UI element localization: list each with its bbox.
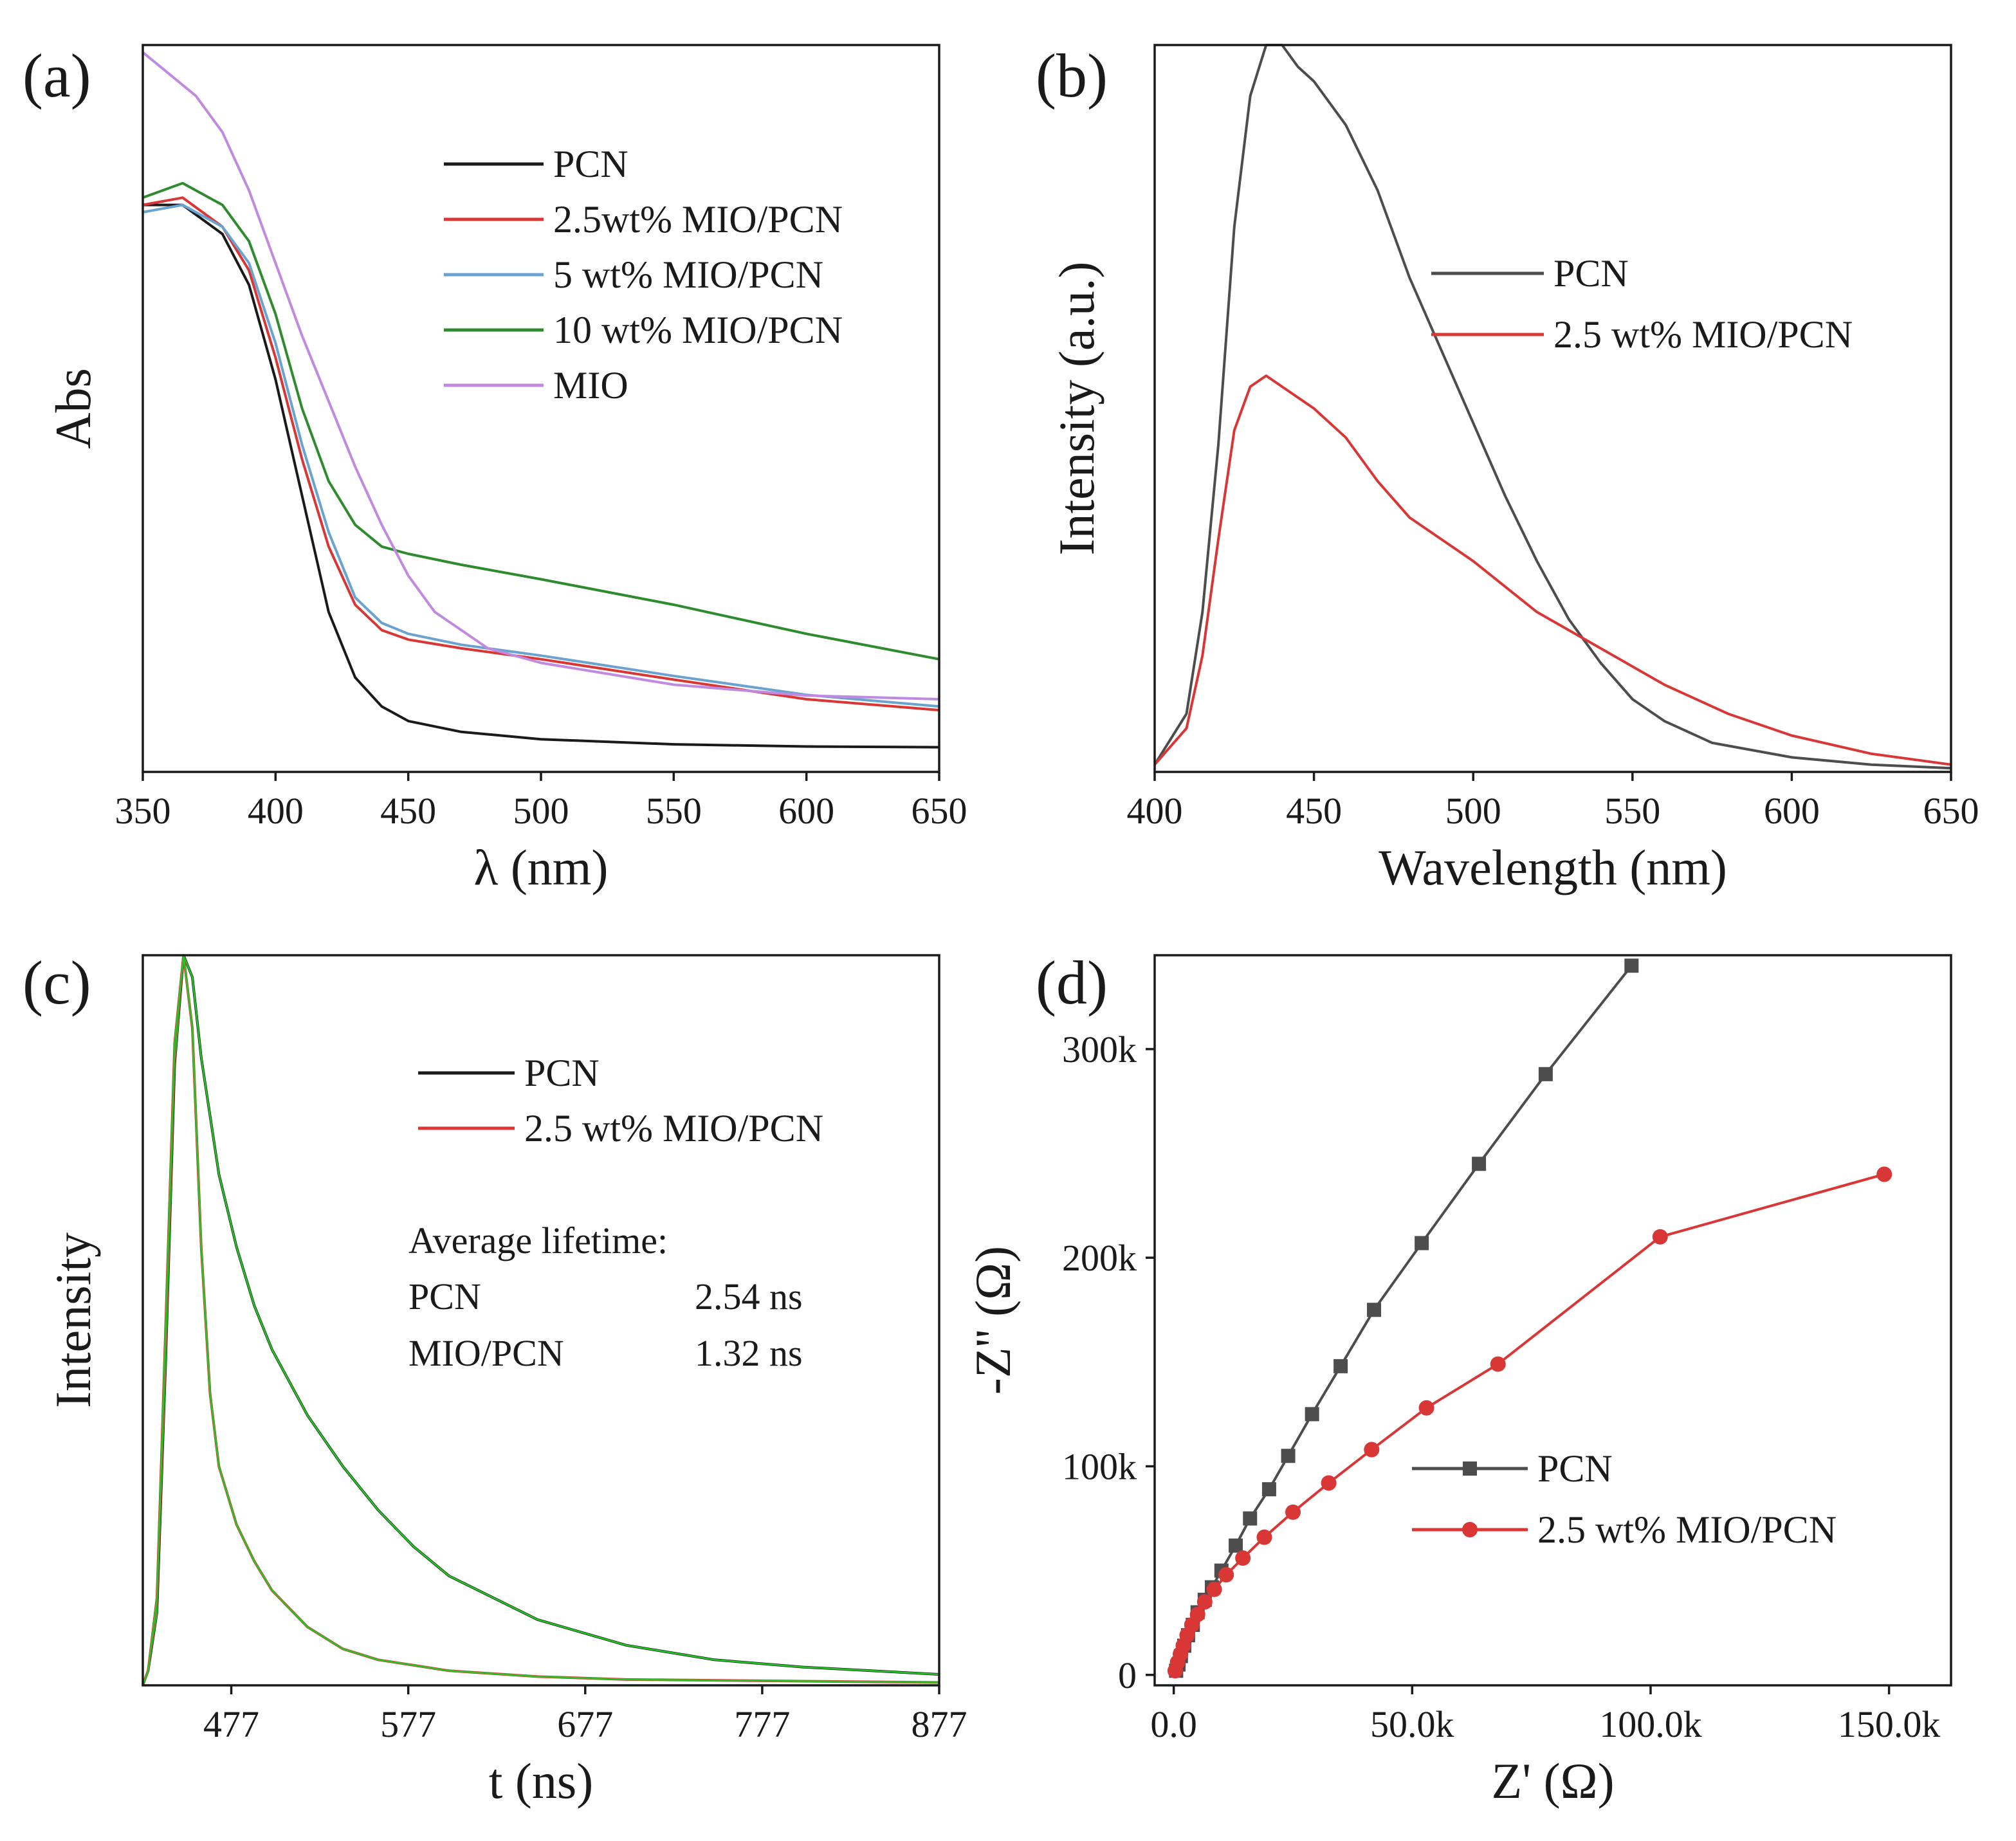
legend-label-3: 5 wt% MIO/PCN <box>553 253 823 296</box>
series-line-1 <box>1153 44 1952 770</box>
data-point-square <box>1229 1538 1243 1553</box>
legend-label-5: MIO <box>553 364 628 407</box>
legend-marker-square <box>1463 1461 1477 1476</box>
series-line-1 <box>143 203 940 749</box>
data-point-circle <box>1652 1229 1668 1245</box>
panel-label: (c) <box>23 948 91 1017</box>
x-tick-label: 550 <box>646 790 702 832</box>
y-axis-title: Intensity (a.u.) <box>1049 261 1104 555</box>
x-tick-label: 350 <box>115 790 171 832</box>
legend-label-2: 2.5 wt% MIO/PCN <box>1553 313 1853 356</box>
y-axis-title: Abs <box>45 368 101 449</box>
panel-label: (b) <box>1036 41 1108 110</box>
series-line-4 <box>142 181 940 661</box>
x-tick-label: 150.0k <box>1838 1703 1941 1745</box>
x-tick-label: 650 <box>912 790 967 832</box>
legend-label-2: 2.5 wt% MIO/PCN <box>524 1107 823 1149</box>
y-axis-title: Intensity <box>45 1232 101 1408</box>
x-axis-title: t (ns) <box>489 1753 593 1809</box>
x-tick-label: 400 <box>1127 790 1183 832</box>
series-line-3 <box>142 203 940 708</box>
legend-label-1: PCN <box>524 1052 600 1094</box>
data-point-circle <box>1321 1475 1337 1491</box>
x-tick-label: 0.0 <box>1150 1703 1197 1745</box>
annotation-title: Average lifetime: <box>408 1220 668 1261</box>
annotation-value: 2.54 ns <box>695 1276 803 1317</box>
x-tick-label: 677 <box>557 1703 613 1745</box>
data-point-circle <box>1196 1594 1213 1610</box>
x-tick-label: 600 <box>1764 790 1820 832</box>
y-tick-label: 200k <box>1062 1237 1137 1279</box>
panel-c: 477 577 677 777 877 t (ns) Intensity (c) PCN 2.5 … <box>23 948 967 1809</box>
legend-label-2: 2.5wt% MIO/PCN <box>553 198 843 241</box>
data-point-square <box>1624 958 1639 973</box>
fit-line-2 <box>142 954 940 1686</box>
series-line-2 <box>1153 374 1952 766</box>
data-point-circle <box>1876 1166 1892 1182</box>
data-point-square <box>1472 1157 1487 1171</box>
y-axis-title: -Z'' (Ω) <box>965 1246 1021 1395</box>
x-tick-label: 500 <box>1445 790 1501 832</box>
annotation-sample: PCN <box>408 1276 481 1317</box>
x-tick-label: 450 <box>380 790 436 832</box>
x-tick-label: 650 <box>1923 790 1979 832</box>
x-tick-label: 577 <box>380 1703 436 1745</box>
x-tick-label: 500 <box>513 790 569 832</box>
data-point-square <box>1333 1359 1348 1373</box>
x-axis-title: λ (nm) <box>474 839 609 895</box>
series-line-2 <box>142 196 940 711</box>
panel-d: 0.0 50.0k 100.0k 150.0k 0 100k 200k 300k Z' (Ω) -… <box>965 948 1952 1809</box>
x-tick-label: 777 <box>734 1703 790 1745</box>
legend-label-2: 2.5 wt% MIO/PCN <box>1537 1508 1837 1551</box>
data-point-square <box>1243 1511 1258 1526</box>
x-tick-label: 477 <box>203 1703 259 1745</box>
annotation-value: 1.32 ns <box>695 1332 803 1374</box>
data-point-circle <box>1206 1581 1222 1597</box>
data-point-circle <box>1490 1356 1506 1372</box>
y-tick-label: 100k <box>1062 1446 1137 1488</box>
axis-frame <box>1153 44 1952 773</box>
x-tick-label: 400 <box>248 790 304 832</box>
series-line-2 <box>1173 1173 1885 1671</box>
series-line-5 <box>142 51 940 701</box>
y-tick-label: 300k <box>1062 1029 1137 1070</box>
x-tick-label: 550 <box>1604 790 1660 832</box>
legend-label-1: PCN <box>1553 252 1629 295</box>
x-tick-label: 877 <box>912 1703 967 1745</box>
data-point-circle <box>1218 1567 1234 1583</box>
legend-label-4: 10 wt% MIO/PCN <box>553 309 843 351</box>
data-point-square <box>1305 1407 1319 1422</box>
x-tick-label: 50.0k <box>1370 1703 1454 1745</box>
data-point-circle <box>1189 1606 1205 1622</box>
x-tick-label: 100.0k <box>1599 1703 1702 1745</box>
annotation-sample: MIO/PCN <box>408 1332 564 1374</box>
x-axis-title: Wavelength (nm) <box>1379 839 1727 895</box>
data-point-square <box>1281 1449 1296 1463</box>
data-point-circle <box>1418 1400 1434 1416</box>
axis-frame <box>142 954 940 1687</box>
x-axis-title: Z' (Ω) <box>1491 1753 1614 1809</box>
panel-a: 350 400 450 500 550 600 650 λ (nm) Abs (a) PCN 2.5w… <box>23 41 967 895</box>
x-tick-label: 450 <box>1286 790 1342 832</box>
axis-frame <box>1153 954 1952 1687</box>
data-point-square <box>1415 1236 1429 1250</box>
panel-label: (d) <box>1036 948 1108 1017</box>
data-point-square <box>1261 1482 1276 1497</box>
panel-label: (a) <box>23 41 91 110</box>
data-point-circle <box>1235 1550 1251 1566</box>
data-point-circle <box>1285 1504 1301 1520</box>
data-point-circle <box>1364 1442 1380 1458</box>
data-point-square <box>1367 1303 1382 1317</box>
y-tick-label: 0 <box>1118 1654 1137 1696</box>
legend-marker-circle <box>1462 1522 1478 1537</box>
panel-b: 400 450 500 550 600 650 Wavelength (nm) Intensi… <box>1036 41 1979 895</box>
data-point-square <box>1538 1067 1553 1081</box>
data-point-circle <box>1256 1529 1272 1545</box>
legend-label-1: PCN <box>553 143 628 185</box>
legend-label-1: PCN <box>1537 1447 1613 1490</box>
x-tick-label: 600 <box>778 790 834 832</box>
